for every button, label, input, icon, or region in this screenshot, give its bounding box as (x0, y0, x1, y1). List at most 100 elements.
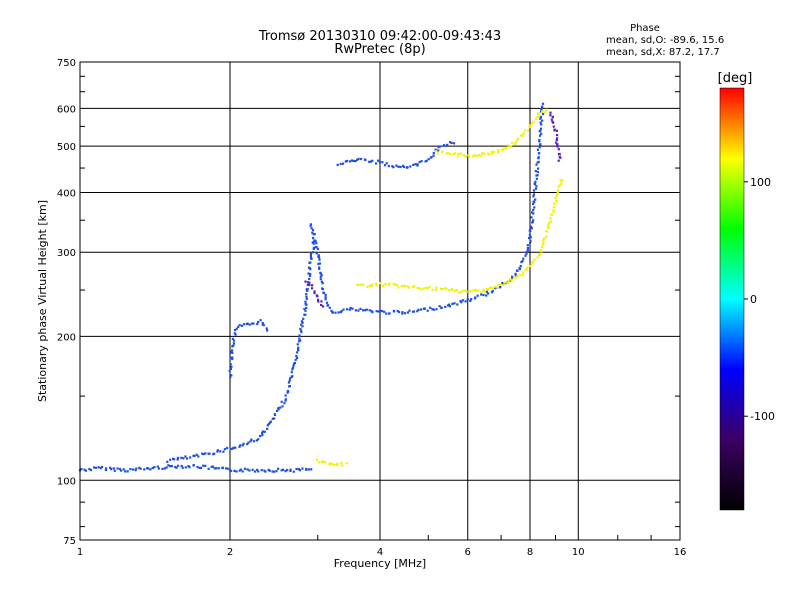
scatter-point-O (380, 309, 384, 313)
scatter-point-O (259, 319, 262, 322)
scatter-point-O (540, 108, 543, 111)
scatter-point-O (356, 158, 359, 161)
scatter-point-O (414, 163, 417, 166)
scatter-point-O (251, 468, 254, 471)
scatter-point-O (256, 468, 259, 471)
scatter-point-X (435, 286, 438, 289)
scatter-point-X (341, 464, 344, 467)
scatter-point-O (450, 141, 453, 144)
scatter-point-X (366, 285, 369, 288)
scatter-point-O (406, 311, 409, 314)
scatter-point-Z (308, 283, 311, 286)
stats-x-line: mean, sd,X: 87.2, 17.7 (606, 47, 720, 58)
scatter-point-O (291, 375, 294, 378)
scatter-point-Z (552, 121, 555, 124)
scatter-point-X (384, 282, 387, 285)
scatter-point-O (165, 466, 168, 469)
scatter-point-X (524, 269, 527, 272)
scatter-point-X (554, 196, 557, 200)
scatter-point-O (420, 160, 423, 163)
scatter-point-O (540, 106, 544, 109)
x-tick-label: 2 (227, 547, 233, 558)
scatter-point-O (280, 400, 283, 403)
scatter-point-X (496, 151, 499, 154)
scatter-point-O (313, 239, 316, 242)
scatter-point-O (538, 139, 541, 142)
scatter-point-O (532, 208, 535, 212)
colorbar (719, 87, 745, 511)
scatter-point-X (475, 154, 478, 157)
scatter-point-O (532, 189, 536, 192)
scatter-point-O (456, 303, 459, 306)
scatter-point-O (368, 160, 371, 163)
scatter-point-X (545, 235, 548, 238)
scatter-point-O (259, 434, 262, 438)
scatter-point-O (241, 470, 244, 473)
scatter-point-X (357, 283, 360, 286)
scatter-point-O (231, 345, 234, 348)
scatter-point-O (536, 170, 539, 174)
scatter-point-X (462, 154, 465, 157)
scatter-point-X (407, 286, 411, 289)
scatter-point-O (170, 465, 174, 468)
scatter-point-O (229, 356, 232, 359)
scatter-point-O (176, 456, 180, 459)
scatter-point-O (392, 166, 395, 169)
scatter-point-X (394, 283, 397, 286)
scatter-point-O (246, 468, 249, 471)
scatter-point-X (547, 224, 550, 227)
y-tick-label: 500 (57, 142, 76, 153)
scatter-point-O (100, 465, 104, 468)
scatter-point-O (326, 304, 330, 307)
scatter-point-O (147, 467, 150, 470)
scatter-point-O (230, 469, 233, 473)
scatter-point-O (420, 308, 423, 311)
scatter-point-X (324, 461, 327, 464)
grid-lines (80, 62, 680, 540)
scatter-point-X (328, 462, 332, 465)
scatter-point-O (304, 309, 307, 312)
scatter-point-X (435, 150, 438, 153)
scatter-point-Z (549, 111, 552, 114)
scatter-point-O (266, 329, 269, 332)
scatter-point-Z (550, 118, 553, 121)
scatter-point-O (131, 468, 135, 471)
scatter-point-O (246, 322, 249, 325)
scatter-point-X (428, 286, 431, 289)
scatter-point-X (482, 288, 485, 291)
scatter-point-O (388, 312, 391, 315)
scatter-point-O (378, 161, 382, 164)
scatter-point-O (234, 329, 237, 332)
scatter-point-O (289, 377, 292, 380)
scatter-point-O (324, 293, 327, 296)
scatter-point-O (359, 307, 362, 310)
scatter-point-X (448, 153, 452, 156)
scatter-point-X (447, 152, 450, 155)
scatter-point-X (514, 141, 517, 145)
scatter-point-X (317, 461, 321, 464)
scatter-point-O (399, 165, 402, 169)
scatter-point-O (539, 127, 543, 130)
scatter-point-O (431, 308, 434, 311)
scatter-point-O (216, 449, 219, 452)
scatter-point-O (344, 160, 347, 163)
scatter-point-O (401, 311, 404, 314)
scatter-point-X (388, 283, 391, 286)
scatter-point-Z (557, 159, 560, 162)
scatter-point-O (514, 272, 517, 275)
scatter-point-O (129, 468, 132, 471)
scatter-point-X (375, 284, 378, 287)
scatter-point-O (202, 464, 205, 467)
scatter-point-O (499, 285, 502, 288)
scatter-point-O (104, 468, 107, 472)
scatter-point-X (559, 179, 562, 182)
scatter-point-O (369, 160, 372, 163)
scatter-point-O (401, 312, 404, 315)
scatter-point-O (260, 469, 263, 472)
scatter-point-O (539, 115, 542, 119)
scatter-point-Z (559, 156, 562, 159)
scatter-point-X (533, 258, 536, 261)
scatter-point-X (544, 110, 547, 113)
scatter-point-X (496, 149, 500, 152)
scatter-point-O (539, 143, 542, 146)
